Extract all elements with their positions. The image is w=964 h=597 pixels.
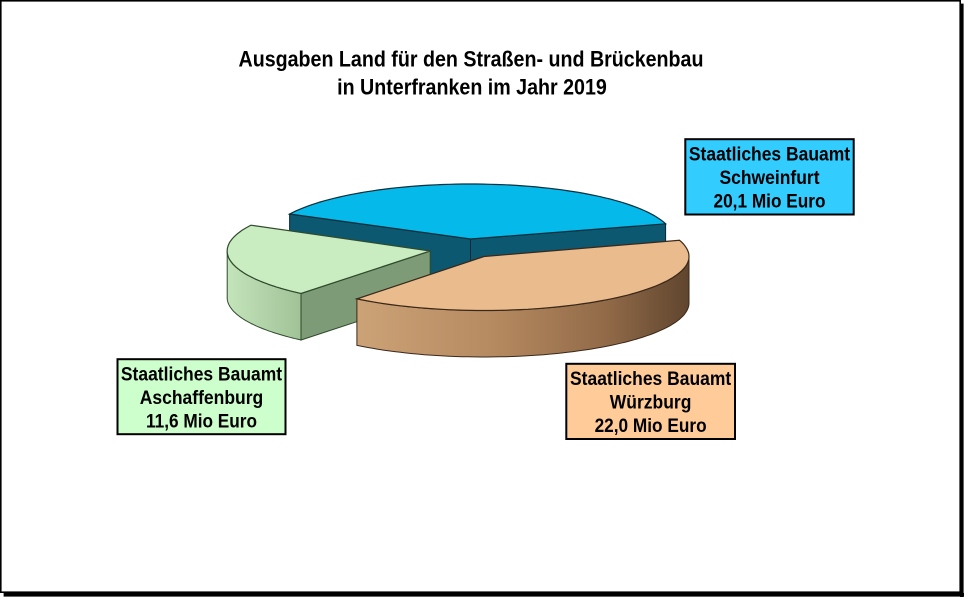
svg-text:Ausgaben Land für den Straßen-: Ausgaben Land für den Straßen- und Brück…: [239, 47, 704, 72]
svg-text:Würzburg: Würzburg: [610, 392, 692, 414]
svg-text:Staatliches Bauamt: Staatliches Bauamt: [689, 144, 851, 166]
svg-text:11,6 Mio Euro: 11,6 Mio Euro: [146, 410, 257, 432]
svg-text:Staatliches Bauamt: Staatliches Bauamt: [121, 364, 283, 386]
svg-text:Schweinfurt: Schweinfurt: [719, 167, 820, 189]
svg-text:22,0 Mio Euro: 22,0 Mio Euro: [595, 415, 707, 437]
svg-text:20,1 Mio Euro: 20,1 Mio Euro: [714, 190, 826, 212]
svg-text:in Unterfranken im Jahr 2019: in Unterfranken im Jahr 2019: [337, 74, 607, 99]
svg-text:Aschaffenburg: Aschaffenburg: [140, 387, 264, 409]
svg-text:Staatliches Bauamt: Staatliches Bauamt: [570, 368, 732, 390]
